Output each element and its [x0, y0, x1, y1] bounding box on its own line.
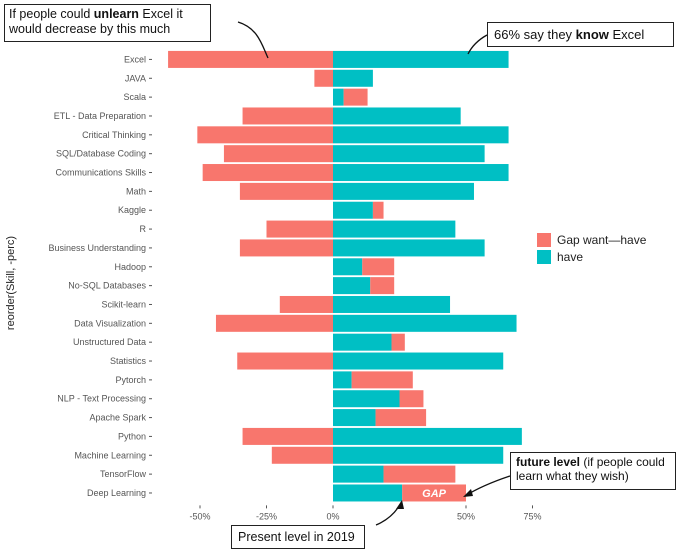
bar-gap-business-understanding [239, 239, 333, 257]
category-label-unstructured-data: Unstructured Data [73, 337, 146, 347]
bar-gap-hadoop [362, 258, 395, 276]
category-label-math: Math [126, 186, 146, 196]
bar-gap-python [242, 427, 333, 445]
x-tick-label-2: 0% [326, 511, 339, 521]
callout-future-level: future level (if people could learn what… [510, 452, 676, 490]
bar-have-kaggle [333, 201, 373, 219]
arrow-future-head [463, 489, 473, 497]
legend-label-have: have [557, 250, 583, 264]
y-axis-title: reorder(Skill, -perc) [5, 236, 17, 330]
bar-gap-pytorch [351, 371, 413, 389]
x-axis: -50% -25% 0% 50% 75% [189, 505, 542, 521]
bar-gap-tensorflow [383, 465, 456, 483]
bar-have-no-sql-databases [333, 277, 371, 295]
category-label-nlp-text-processing: NLP - Text Processing [57, 394, 146, 404]
category-label-scala: Scala [123, 92, 146, 102]
bar-have-data-visualization [333, 314, 517, 332]
bar-gap-scala [343, 88, 368, 106]
category-label-data-visualization: Data Visualization [74, 318, 146, 328]
bar-have-apache-spark [333, 409, 376, 427]
arrow-unlearn [237, 21, 269, 59]
category-label-python: Python [118, 431, 146, 441]
bar-gap-sql-database-coding [223, 145, 333, 163]
bar-gap-scikit-learn [279, 295, 333, 313]
bar-have-math [333, 182, 474, 200]
bar-have-scala [333, 88, 344, 106]
category-label-r: R [140, 224, 147, 234]
bar-have-scikit-learn [333, 295, 451, 313]
legend: Gap want—have have [537, 233, 647, 264]
callout-present-level: Present level in 2019 [231, 525, 365, 549]
category-label-tensorflow: TensorFlow [100, 469, 147, 479]
bar-gap-kaggle [372, 201, 384, 219]
x-tick-label-1: -25% [256, 511, 277, 521]
category-label-etl-data-preparation: ETL - Data Preparation [54, 111, 146, 121]
category-label-critical-thinking: Critical Thinking [82, 130, 146, 140]
bar-gap-java [314, 69, 333, 87]
bar-have-python [333, 427, 522, 445]
category-label-apache-spark: Apache Spark [89, 413, 146, 423]
bar-have-hadoop [333, 258, 363, 276]
bar-gap-nlp-text-processing [399, 390, 424, 408]
bar-gap-excel [168, 50, 333, 68]
category-label-statistics: Statistics [110, 356, 147, 366]
bar-gap-unstructured-data [391, 333, 405, 351]
x-tick-label-4: 75% [523, 511, 541, 521]
gap-annotation-label: GAP [422, 488, 447, 500]
bar-have-java [333, 69, 373, 87]
bar-gap-math [239, 182, 333, 200]
bar-have-machine-learning [333, 446, 504, 464]
bar-have-etl-data-preparation [333, 107, 461, 125]
callout-unlearn-excel: If people could unlearn Excel it would d… [4, 4, 211, 42]
legend-swatch-have [537, 250, 551, 264]
legend-swatch-gap [537, 233, 551, 247]
bar-gap-apache-spark [375, 409, 427, 427]
bar-have-unstructured-data [333, 333, 392, 351]
arrow-present [375, 502, 402, 526]
category-label-excel: Excel [124, 54, 146, 64]
bar-gap-etl-data-preparation [242, 107, 333, 125]
category-labels: Excel JAVA Scala ETL - Data Preparation Crit… [48, 54, 152, 498]
category-label-java: JAVA [125, 73, 146, 83]
bar-gap-r [266, 220, 333, 238]
category-label-hadoop: Hadoop [114, 262, 146, 272]
bar-gap-statistics [237, 352, 333, 370]
category-label-business-understanding: Business Understanding [48, 243, 146, 253]
bar-have-communications-skills [333, 164, 509, 182]
bar-have-tensorflow [333, 465, 384, 483]
bar-gap-communications-skills [202, 164, 333, 182]
category-label-communications-skills: Communications Skills [55, 168, 146, 178]
bar-gap-no-sql-databases [370, 277, 395, 295]
bar-have-statistics [333, 352, 504, 370]
bar-have-pytorch [333, 371, 352, 389]
category-label-pytorch: Pytorch [115, 375, 146, 385]
bar-gap-data-visualization [215, 314, 333, 332]
bar-have-excel [333, 50, 509, 68]
x-tick-label-3: 50% [457, 511, 475, 521]
bar-have-nlp-text-processing [333, 390, 400, 408]
bar-gap-deep-learning [402, 484, 466, 502]
category-label-no-sql-databases: No-SQL Databases [68, 281, 146, 291]
arrow-know [467, 34, 488, 55]
legend-label-gap: Gap want—have [557, 233, 647, 247]
bar-gap-critical-thinking [197, 126, 333, 144]
annotation-arrows [237, 21, 511, 526]
category-label-kaggle: Kaggle [118, 205, 146, 215]
x-tick-label-0: -50% [189, 511, 210, 521]
arrow-present-head [396, 500, 404, 509]
bars-layer: GAP [168, 50, 522, 502]
bar-have-critical-thinking [333, 126, 509, 144]
category-label-machine-learning: Machine Learning [74, 450, 146, 460]
bar-have-business-understanding [333, 239, 485, 257]
bar-gap-machine-learning [271, 446, 333, 464]
category-label-deep-learning: Deep Learning [87, 488, 146, 498]
bar-have-deep-learning [333, 484, 403, 502]
category-label-scikit-learn: Scikit-learn [101, 299, 146, 309]
bar-have-r [333, 220, 456, 238]
callout-know-excel: 66% say they know Excel [487, 22, 674, 47]
category-label-sql-database-coding: SQL/Database Coding [56, 149, 146, 159]
bar-have-sql-database-coding [333, 145, 485, 163]
